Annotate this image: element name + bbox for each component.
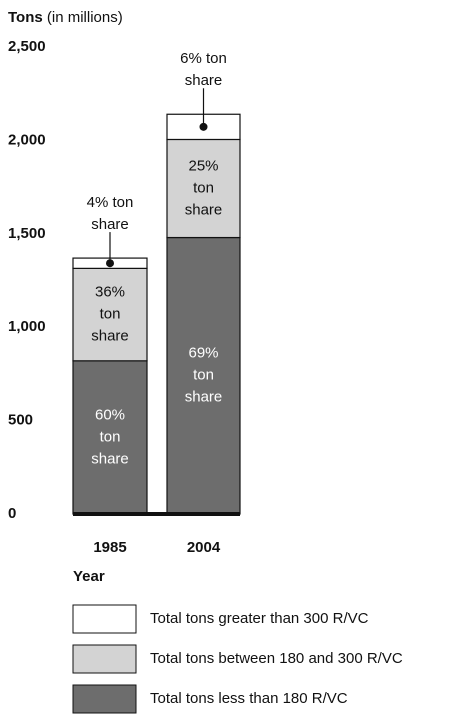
y-tick-label: 500	[8, 412, 33, 429]
x-tick-label: 2004	[187, 539, 221, 556]
x-axis-label: Year	[73, 568, 105, 585]
share-label: ton	[100, 306, 121, 323]
y-tick-label: 0	[8, 505, 16, 522]
share-label: share	[91, 216, 129, 233]
y-tick-label: 2,500	[8, 38, 46, 55]
bar-segment	[166, 138, 241, 239]
share-label: share	[185, 389, 223, 406]
legend-swatch	[72, 644, 137, 674]
legend-label: Total tons greater than 300 R/VC	[150, 610, 369, 627]
x-tick-label: 1985	[93, 539, 126, 556]
share-label: 6% ton	[180, 50, 227, 67]
share-label: 60%	[95, 406, 125, 423]
share-label: 69%	[188, 345, 218, 362]
y-tick-label: 1,500	[8, 225, 46, 242]
share-label: ton	[193, 179, 214, 196]
y-label-rest: (in millions)	[47, 9, 123, 26]
share-label: ton	[100, 428, 121, 445]
share-label: share	[185, 201, 223, 218]
share-label: ton	[193, 367, 214, 384]
share-label: share	[91, 450, 129, 467]
share-label: 25%	[188, 157, 218, 174]
share-label: 4% ton	[87, 194, 134, 211]
y-tick-label: 1,000	[8, 318, 46, 335]
legend-swatch	[72, 604, 137, 634]
share-label: share	[91, 328, 129, 345]
legend-label: Total tons between 180 and 300 R/VC	[150, 650, 403, 667]
y-label-bold: Tons	[8, 9, 43, 26]
bar-segment	[166, 236, 241, 515]
legend-label: Total tons less than 180 R/VC	[150, 690, 348, 707]
bar-segment	[72, 267, 148, 362]
y-axis-label: Tons (in millions)	[8, 9, 123, 26]
legend-swatch	[72, 684, 137, 714]
share-label: 36%	[95, 284, 125, 301]
bar-segment	[72, 360, 148, 515]
share-label: share	[185, 72, 223, 89]
y-tick-label: 2,000	[8, 131, 46, 148]
